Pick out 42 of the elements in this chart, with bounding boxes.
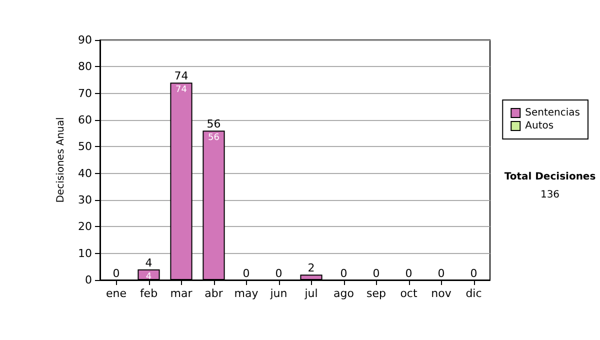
total-label: 56 bbox=[206, 118, 221, 131]
legend-label: Sentencias bbox=[525, 108, 580, 118]
y-tick-label: 80 bbox=[78, 60, 92, 74]
x-tick-label: may bbox=[234, 287, 259, 300]
data-label: 56 bbox=[208, 133, 220, 144]
x-tick-label: sep bbox=[366, 287, 386, 300]
legend-label: Autos bbox=[525, 120, 554, 132]
x-tick-label: nov bbox=[431, 287, 452, 300]
total-label: 0 bbox=[372, 267, 380, 280]
x-tick-label: feb bbox=[140, 287, 158, 300]
x-tick-label: mar bbox=[170, 287, 193, 300]
y-axis-title: Decisiones Anual bbox=[56, 117, 66, 203]
y-tick-label: 60 bbox=[78, 114, 92, 126]
y-tick-label: 0 bbox=[85, 274, 92, 286]
x-tick-label: ago bbox=[334, 287, 354, 300]
total-label: 74 bbox=[174, 70, 188, 83]
total-label: 0 bbox=[438, 267, 445, 280]
x-tick-label: dic bbox=[466, 287, 482, 300]
x-tick-label: jun bbox=[269, 287, 288, 300]
y-tick-label: 50 bbox=[78, 140, 92, 154]
total-label: 0 bbox=[405, 267, 412, 280]
y-tick-label: 40 bbox=[78, 166, 92, 180]
total-label: 0 bbox=[275, 267, 282, 280]
total-label: 2 bbox=[308, 262, 315, 275]
total-label: 0 bbox=[470, 267, 478, 280]
x-tick-label: oct bbox=[400, 287, 418, 300]
x-tick-label: jul bbox=[304, 287, 318, 300]
x-tick-label: abr bbox=[204, 287, 224, 300]
total-label: 0 bbox=[242, 267, 250, 280]
data-label: 74 bbox=[176, 85, 188, 96]
y-tick-label: 10 bbox=[78, 246, 92, 260]
total-label: 0 bbox=[112, 267, 120, 280]
text: 136 bbox=[540, 190, 560, 200]
data-label: 4 bbox=[146, 272, 152, 282]
total-label: 0 bbox=[340, 267, 348, 280]
x-tick-label: ene bbox=[106, 287, 127, 300]
total-label: 4 bbox=[145, 256, 152, 270]
y-tick-label: 70 bbox=[78, 86, 92, 100]
y-tick-label: 30 bbox=[78, 194, 92, 206]
text: Total Decisiones bbox=[504, 172, 596, 182]
y-tick-label: 90 bbox=[78, 34, 92, 46]
y-tick-label: 20 bbox=[78, 220, 92, 234]
